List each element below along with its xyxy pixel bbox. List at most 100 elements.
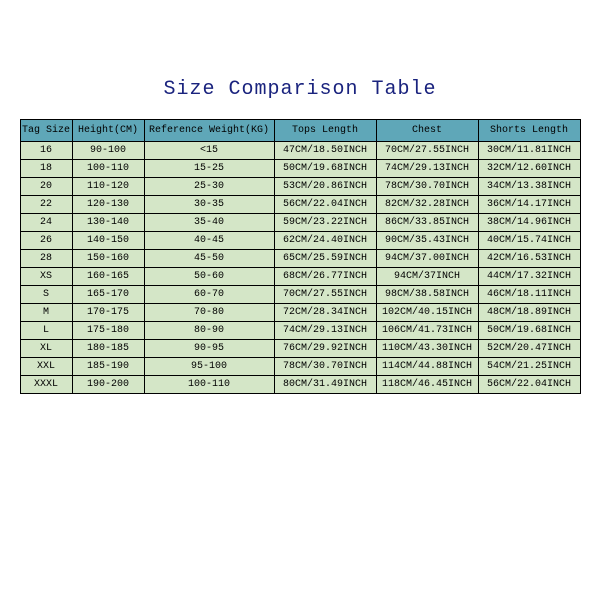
table-cell: 98CM/38.58INCH [376,286,478,304]
table-cell: 30-35 [144,196,274,214]
col-header: Reference Weight(KG) [144,120,274,142]
col-header: Tops Length [274,120,376,142]
table-cell: 16 [20,142,72,160]
table-cell: 70CM/27.55INCH [274,286,376,304]
table-header-row: Tag Size Height(CM) Reference Weight(KG)… [20,120,580,142]
table-cell: 22 [20,196,72,214]
table-cell: XL [20,340,72,358]
table-cell: 56CM/22.04INCH [274,196,376,214]
table-cell: 62CM/24.40INCH [274,232,376,250]
table-cell: 40-45 [144,232,274,250]
table-row: XXXL190-200100-11080CM/31.49INCH118CM/46… [20,376,580,394]
table-cell: 59CM/23.22INCH [274,214,376,232]
col-header: Height(CM) [72,120,144,142]
table-row: 26140-15040-4562CM/24.40INCH90CM/35.43IN… [20,232,580,250]
table-cell: 100-110 [144,376,274,394]
page-title: Size Comparison Table [163,78,436,101]
table-cell: 170-175 [72,304,144,322]
table-cell: 35-40 [144,214,274,232]
table-row: 1690-100<1547CM/18.50INCH70CM/27.55INCH3… [20,142,580,160]
table-cell: 54CM/21.25INCH [478,358,580,376]
table-cell: 47CM/18.50INCH [274,142,376,160]
table-cell: 118CM/46.45INCH [376,376,478,394]
table-cell: 25-30 [144,178,274,196]
table-cell: S [20,286,72,304]
table-cell: 70CM/27.55INCH [376,142,478,160]
table-cell: 48CM/18.89INCH [478,304,580,322]
table-cell: 82CM/32.28INCH [376,196,478,214]
table-cell: 90-95 [144,340,274,358]
table-cell: 86CM/33.85INCH [376,214,478,232]
table-cell: 50CM/19.68INCH [478,322,580,340]
table-cell: 175-180 [72,322,144,340]
table-cell: 28 [20,250,72,268]
table-cell: 180-185 [72,340,144,358]
table-cell: L [20,322,72,340]
table-cell: 20 [20,178,72,196]
table-cell: 52CM/20.47INCH [478,340,580,358]
table-cell: <15 [144,142,274,160]
table-cell: 78CM/30.70INCH [376,178,478,196]
table-cell: 74CM/29.13INCH [376,160,478,178]
table-cell: 36CM/14.17INCH [478,196,580,214]
table-cell: 190-200 [72,376,144,394]
table-cell: 78CM/30.70INCH [274,358,376,376]
table-cell: 50CM/19.68INCH [274,160,376,178]
table-cell: 42CM/16.53INCH [478,250,580,268]
table-cell: 130-140 [72,214,144,232]
table-cell: 26 [20,232,72,250]
table-cell: 30CM/11.81INCH [478,142,580,160]
table-cell: 76CM/29.92INCH [274,340,376,358]
table-cell: 90CM/35.43INCH [376,232,478,250]
table-cell: 94CM/37INCH [376,268,478,286]
table-cell: 50-60 [144,268,274,286]
table-cell: 110CM/43.30INCH [376,340,478,358]
table-row: XS160-16550-6068CM/26.77INCH94CM/37INCH4… [20,268,580,286]
table-cell: 45-50 [144,250,274,268]
table-cell: 60-70 [144,286,274,304]
table-row: L175-18080-9074CM/29.13INCH106CM/41.73IN… [20,322,580,340]
table-cell: 80-90 [144,322,274,340]
table-row: XXL185-19095-10078CM/30.70INCH114CM/44.8… [20,358,580,376]
table-cell: 74CM/29.13INCH [274,322,376,340]
table-row: 20110-12025-3053CM/20.86INCH78CM/30.70IN… [20,178,580,196]
table-cell: XXXL [20,376,72,394]
table-row: 28150-16045-5065CM/25.59INCH94CM/37.00IN… [20,250,580,268]
table-row: XL180-18590-9576CM/29.92INCH110CM/43.30I… [20,340,580,358]
table-cell: 56CM/22.04INCH [478,376,580,394]
col-header: Shorts Length [478,120,580,142]
table-cell: 150-160 [72,250,144,268]
table-cell: 38CM/14.96INCH [478,214,580,232]
table-cell: 114CM/44.88INCH [376,358,478,376]
table-cell: 70-80 [144,304,274,322]
table-cell: XXL [20,358,72,376]
table-cell: 46CM/18.11INCH [478,286,580,304]
table-cell: 165-170 [72,286,144,304]
table-cell: XS [20,268,72,286]
table-cell: 24 [20,214,72,232]
table-row: 18100-11015-2550CM/19.68INCH74CM/29.13IN… [20,160,580,178]
table-cell: 160-165 [72,268,144,286]
table-cell: 185-190 [72,358,144,376]
table-cell: 72CM/28.34INCH [274,304,376,322]
table-cell: 106CM/41.73INCH [376,322,478,340]
col-header: Chest [376,120,478,142]
table-cell: 40CM/15.74INCH [478,232,580,250]
table-cell: 90-100 [72,142,144,160]
table-cell: 80CM/31.49INCH [274,376,376,394]
table-row: 22120-13030-3556CM/22.04INCH82CM/32.28IN… [20,196,580,214]
table-cell: 102CM/40.15INCH [376,304,478,322]
table-cell: 15-25 [144,160,274,178]
table-cell: 65CM/25.59INCH [274,250,376,268]
table-row: 24130-14035-4059CM/23.22INCH86CM/33.85IN… [20,214,580,232]
table-cell: 95-100 [144,358,274,376]
table-cell: 53CM/20.86INCH [274,178,376,196]
table-row: M170-17570-8072CM/28.34INCH102CM/40.15IN… [20,304,580,322]
table-cell: 18 [20,160,72,178]
table-cell: 140-150 [72,232,144,250]
table-cell: 100-110 [72,160,144,178]
table-cell: 32CM/12.60INCH [478,160,580,178]
table-cell: 44CM/17.32INCH [478,268,580,286]
size-table: Tag Size Height(CM) Reference Weight(KG)… [20,119,581,394]
table-cell: 34CM/13.38INCH [478,178,580,196]
